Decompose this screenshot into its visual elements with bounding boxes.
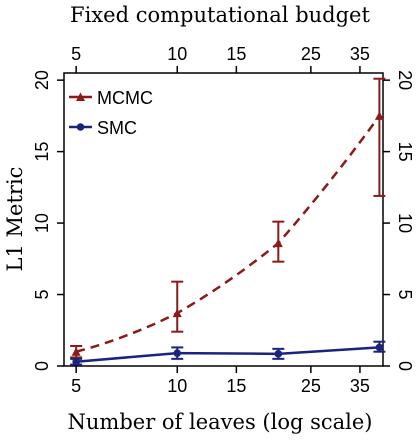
data-point-smc-40	[375, 343, 384, 352]
plot-area-frame	[63, 72, 384, 367]
legend-item-smc: SMC	[69, 118, 137, 138]
y-tick-label-left-10: 10	[32, 213, 52, 233]
x-tick-label-top-25: 25	[301, 44, 321, 64]
legend-label-mcmc: MCMC	[97, 88, 153, 108]
x-tick-label-bottom-25: 25	[301, 376, 321, 396]
x-tick-label-bottom-5: 5	[71, 376, 81, 396]
series-line-smc	[76, 346, 380, 363]
data-point-mcmc-40	[374, 111, 384, 120]
data-point-mcmc-10	[172, 308, 182, 318]
x-tick-label-bottom-10: 10	[167, 376, 187, 396]
axes: 5 5 10 10 15 15 25 25 35 35 0 0 5 5 10 10 15 15 20 20	[32, 44, 415, 396]
series-smc	[70, 340, 386, 366]
legend-marker-mcmc	[76, 92, 85, 101]
data-point-mcmc-5	[71, 347, 81, 356]
x-tick-label-top-15: 15	[226, 44, 246, 64]
error-bar-mcmc-40	[373, 77, 386, 197]
y-tick-label-right-20: 20	[395, 70, 415, 90]
series-line-mcmc	[75, 115, 381, 353]
chart-title: Fixed computational budget	[70, 3, 370, 27]
legend-marker-smc	[76, 123, 85, 131]
series-mcmc	[70, 77, 386, 359]
y-tick-label-right-15: 15	[395, 142, 415, 162]
data-point-smc-20	[274, 350, 283, 358]
legend: MCMC SMC	[69, 88, 153, 138]
series-layer	[70, 77, 386, 366]
x-tick-label-top-35: 35	[350, 44, 370, 64]
y-tick-label-left-0: 0	[32, 361, 52, 371]
data-point-mcmc-20	[273, 238, 283, 248]
x-axis-label: Number of leaves (log scale)	[68, 410, 373, 434]
x-tick-label-bottom-35: 35	[350, 376, 370, 396]
y-tick-label-left-15: 15	[32, 142, 52, 162]
y-axis-label: L1 Metric	[3, 167, 27, 272]
legend-item-mcmc: MCMC	[69, 88, 153, 108]
legend-label-smc: SMC	[97, 118, 137, 138]
error-bar-mcmc-10	[171, 280, 184, 333]
x-tick-label-top-10: 10	[167, 44, 187, 64]
data-point-smc-10	[173, 349, 182, 357]
y-tick-label-left-5: 5	[32, 290, 52, 300]
data-point-smc-5	[72, 357, 80, 366]
y-tick-label-right-5: 5	[395, 290, 415, 300]
x-tick-label-top-5: 5	[71, 44, 81, 64]
y-tick-label-left-20: 20	[32, 70, 52, 90]
y-tick-label-right-10: 10	[395, 213, 415, 233]
y-tick-label-right-0: 0	[395, 361, 415, 371]
x-tick-label-bottom-15: 15	[226, 376, 246, 396]
